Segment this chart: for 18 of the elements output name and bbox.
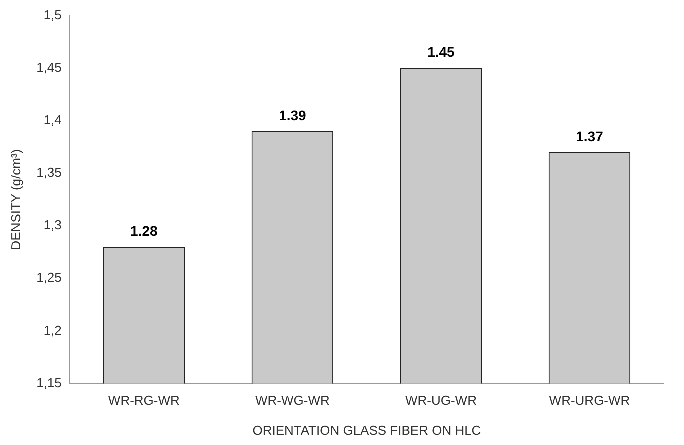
y-tick-label: 1,3 (44, 218, 62, 233)
x-tick-label: WR-RG-WR (108, 393, 180, 408)
y-tick-label: 1,4 (44, 112, 62, 128)
y-tick-label: 1,5 (44, 7, 62, 22)
data-label: 1.45 (428, 44, 456, 60)
x-tick-label: WR-WG-WR (256, 393, 330, 408)
x-tick-label: WR-UG-WR (405, 393, 477, 408)
y-tick-label: 1,45 (36, 60, 62, 75)
data-label: 1.39 (279, 107, 307, 124)
y-tick-label: 1,25 (36, 270, 62, 286)
y-tick-label: 1,2 (44, 322, 62, 338)
data-label: 1.37 (576, 128, 604, 144)
y-tick-label: 1,35 (36, 165, 62, 180)
x-axis-title: ORIENTATION GLASS FIBER ON HLC (252, 422, 482, 438)
y-axis-title: DENSITY (g/cm³) (8, 149, 24, 250)
y-tick-label: 1,15 (36, 375, 62, 390)
x-tick-label: WR-URG-WR (549, 393, 630, 408)
data-label: 1.28 (130, 222, 158, 239)
